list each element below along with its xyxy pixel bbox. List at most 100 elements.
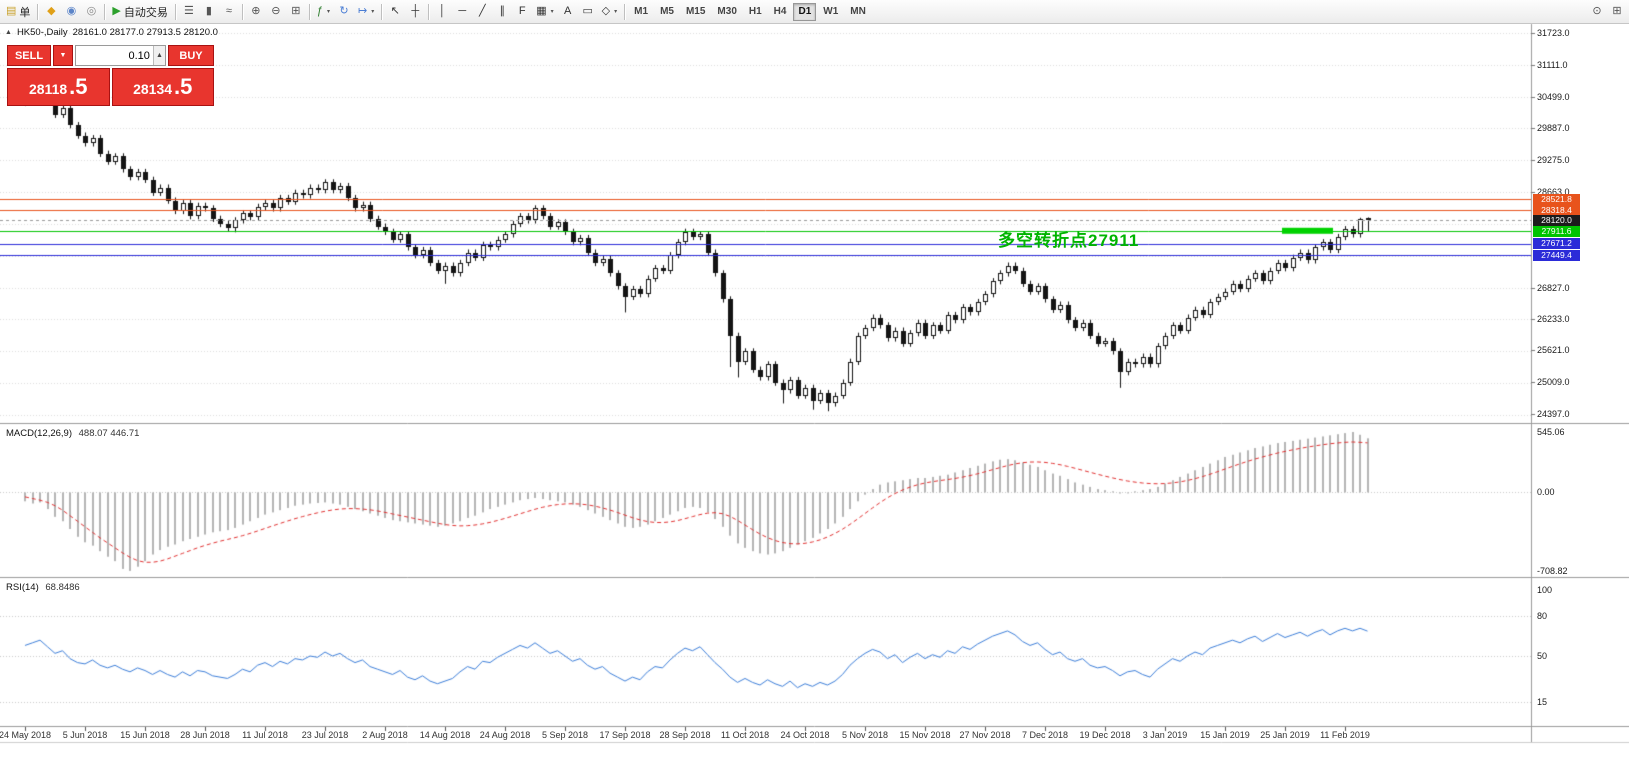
date-axis-label: 5 Sep 2018 [541, 730, 589, 740]
market-watch-button[interactable]: ◆ [41, 1, 61, 22]
toolbar-separator [241, 3, 243, 20]
macd-name: MACD(12,26,9) [6, 428, 72, 439]
timeframe-button-MN[interactable]: MN [845, 3, 871, 21]
price-level-tag: 27449.4 [1533, 249, 1580, 261]
lot-size-field: ▲ [75, 45, 166, 66]
chart-title: HK50-,Daily [16, 27, 68, 38]
pivot-annotation: 多空转折点27911 [998, 231, 1140, 250]
text-button[interactable]: A [558, 1, 578, 22]
price-axis-label: 24397.0 [1537, 409, 1570, 419]
cursor-icon: ↖ [390, 5, 400, 17]
price-axis-label: 31111.0 [1537, 59, 1568, 70]
horizontal-line-button[interactable]: ─ [452, 1, 472, 22]
label-icon: ▭ [582, 5, 593, 17]
chart-shift-button[interactable]: ↦ ▾ [354, 1, 378, 22]
text-icon: A [564, 5, 572, 17]
date-axis-label: 24 Oct 2018 [780, 730, 830, 740]
buy-button[interactable]: BUY [168, 45, 214, 66]
date-axis-label: 23 Jul 2018 [301, 730, 349, 740]
shapes-button[interactable]: ▦ ▾ [532, 1, 557, 22]
date-axis-label: 27 Nov 2018 [959, 730, 1011, 740]
zoom-out-icon: ⊖ [271, 5, 281, 17]
autotrading-button[interactable]: ▶ 自动交易 [108, 1, 171, 22]
indicators-button[interactable]: ƒ ▾ [313, 1, 334, 22]
rsi-axis-label: 100 [1537, 585, 1553, 595]
toolbar-separator [308, 3, 310, 20]
timeframe-button-M1[interactable]: M1 [629, 3, 653, 21]
zoom-out-button[interactable]: ⊖ [266, 1, 286, 22]
lot-increase-button[interactable]: ▲ [152, 46, 165, 65]
order-type-dropdown-button[interactable]: ▼ [53, 45, 73, 66]
rsi-value: 68.8486 [45, 582, 80, 593]
line-chart-button[interactable]: ≈ [219, 1, 239, 22]
dropdown-arrow-icon: ▾ [614, 9, 618, 15]
price-axis-label: 26233.0 [1537, 313, 1570, 324]
navigator-button[interactable]: ◎ [81, 1, 101, 22]
autotrading-label: 自动交易 [123, 6, 168, 19]
price-level-tag: 28120.0 [1533, 214, 1580, 226]
date-axis-label: 15 Jun 2018 [120, 730, 170, 740]
chart-ohlc-values: 28161.0 28177.0 27913.5 28120.0 [72, 27, 218, 38]
new-order-label: 单 [19, 6, 31, 19]
date-axis-label: 19 Dec 2018 [1079, 730, 1131, 740]
macd-axis-label: 545.06 [1537, 427, 1565, 437]
label-button[interactable]: ▭ [578, 1, 598, 22]
buy-price-main: 28134 [133, 81, 173, 97]
tile-windows-button[interactable]: ⊞ [286, 1, 306, 22]
rsi-indicator-label: RSI(14) 68.8486 [6, 582, 80, 593]
candlestick-chart-button[interactable]: ▮ [199, 1, 219, 22]
toolbar-separator [104, 3, 106, 20]
timeframe-button-H4[interactable]: H4 [769, 3, 792, 21]
trade-controls-row: SELL ▼ ▲ BUY [7, 45, 214, 66]
data-window-icon: ◉ [66, 5, 77, 17]
date-axis-label: 17 Sep 2018 [599, 730, 651, 740]
search-button[interactable]: ⊙ [1587, 1, 1607, 22]
macd-axis-label: -708.82 [1537, 566, 1568, 576]
toolbar-separator [428, 3, 430, 20]
price-axis-label: 29887.0 [1537, 123, 1570, 134]
sell-button[interactable]: SELL [7, 45, 51, 66]
date-axis-label: 28 Sep 2018 [659, 730, 711, 740]
line-chart-icon: ≈ [225, 5, 232, 17]
cursor-button[interactable]: ↖ [385, 1, 405, 22]
toolbar-separator [624, 3, 626, 20]
buy-price-display[interactable]: 28134 .5 [111, 68, 214, 106]
zoom-in-button[interactable]: ⊕ [246, 1, 266, 22]
trendline-icon: ╱ [478, 5, 486, 17]
autoscroll-button[interactable]: ↻ [334, 1, 354, 22]
sell-price-main: 28118 [28, 81, 68, 97]
new-window-button[interactable]: ⊞ [1607, 1, 1627, 22]
search-icon: ⊙ [1592, 5, 1602, 17]
trendline-button[interactable]: ╱ [472, 1, 492, 22]
dropdown-arrow-icon: ▾ [371, 9, 375, 15]
timeframe-button-M5[interactable]: M5 [655, 3, 679, 21]
bar-chart-button[interactable]: ☰ [179, 1, 199, 22]
date-axis-label: 2 Aug 2018 [362, 730, 408, 740]
date-axis-label: 3 Jan 2019 [1142, 730, 1188, 740]
rsi-axis-label: 50 [1537, 651, 1548, 661]
navigator-icon: ◎ [86, 5, 97, 17]
sell-price-display[interactable]: 28118 .5 [7, 68, 110, 106]
timeframe-button-D1[interactable]: D1 [793, 2, 817, 21]
toolbar-separator [37, 3, 39, 20]
fibonacci-button[interactable]: F [512, 1, 532, 22]
chart-window-icon: ▲ [5, 29, 12, 36]
timeframe-button-W1[interactable]: W1 [818, 3, 843, 21]
candlestick-chart-icon: ▮ [205, 5, 212, 17]
macd-values: 488.07 446.71 [78, 428, 140, 439]
indicators-icon: ƒ [316, 5, 323, 17]
timeframe-button-M15[interactable]: M15 [681, 3, 710, 21]
bar-chart-icon: ☰ [183, 5, 194, 17]
channel-button[interactable]: ∥ [492, 1, 512, 22]
price-level-tag: 27911.6 [1533, 225, 1580, 237]
crosshair-button[interactable]: ┼ [405, 1, 425, 22]
arrows-button[interactable]: ◇ ▾ [598, 1, 621, 22]
lot-size-input[interactable] [76, 46, 153, 65]
new-order-button[interactable]: ▤ 单 [2, 1, 34, 22]
timeframe-button-M30[interactable]: M30 [712, 3, 741, 21]
data-window-button[interactable]: ◉ [61, 1, 81, 22]
date-axis-label: 14 Aug 2018 [419, 730, 471, 740]
timeframe-button-H1[interactable]: H1 [744, 3, 767, 21]
vertical-line-button[interactable]: │ [432, 1, 452, 22]
